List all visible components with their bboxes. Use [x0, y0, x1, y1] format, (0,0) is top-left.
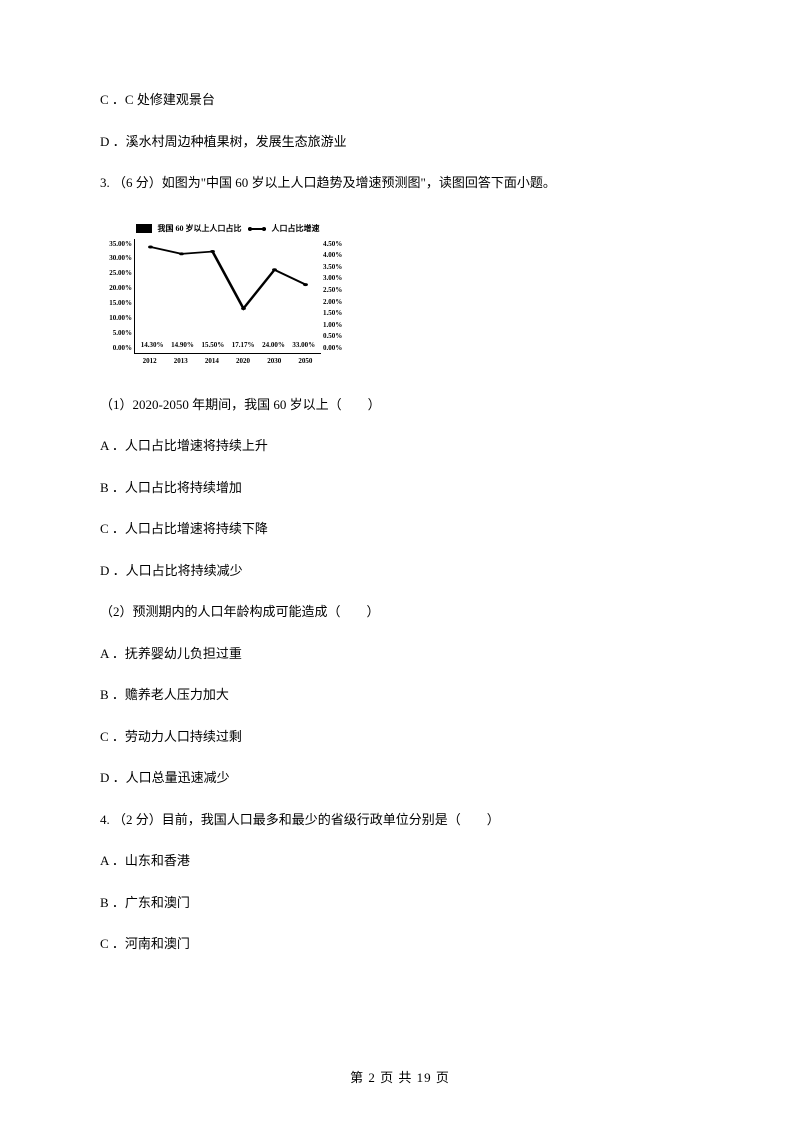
legend-line-swatch — [248, 228, 266, 230]
population-chart: 我国 60 岁以上人口占比 人口占比增速 35.00%30.00%25.00%2… — [100, 215, 355, 370]
q4-option-a: A ．山东和香港 — [100, 851, 700, 871]
option-c: C ．C 处修建观景台 — [100, 90, 700, 110]
q3-sub2: （2）预测期内的人口年龄构成可能造成（ ） — [100, 602, 700, 622]
chart-body: 35.00%30.00%25.00%20.00%15.00%10.00%5.00… — [106, 239, 349, 354]
q3-2-option-b: B ．赡养老人压力加大 — [100, 685, 700, 705]
y-axis-left: 35.00%30.00%25.00%20.00%15.00%10.00%5.00… — [106, 239, 134, 354]
legend-bar-label: 我国 60 岁以上人口占比 — [158, 223, 242, 235]
trend-line — [135, 239, 321, 353]
q3-2-option-a: A ．抚养婴幼儿负担过重 — [100, 644, 700, 664]
page-footer: 第 2 页 共 19 页 — [0, 1068, 800, 1088]
q3-2-option-d: D ．人口总量迅速减少 — [100, 768, 700, 788]
q3-1-option-c: C ．人口占比增速将持续下降 — [100, 519, 700, 539]
q4-option-c: C ．河南和澳门 — [100, 934, 700, 954]
q3-2-option-c: C ．劳动力人口持续过剩 — [100, 727, 700, 747]
q3-sub1: （1）2020‑2050 年期间，我国 60 岁以上（ ） — [100, 395, 700, 415]
chart-legend: 我国 60 岁以上人口占比 人口占比增速 — [106, 223, 349, 235]
plot-area: 14.30%14.90%15.50%17.17%24.00%33.00% — [134, 239, 321, 354]
legend-bar-swatch — [136, 224, 152, 233]
option-d: D ．溪水村周边种植果树，发展生态旅游业 — [100, 132, 700, 152]
y-axis-right: 4.50%4.00%3.50%3.00%2.50%2.00%1.50%1.00%… — [321, 239, 349, 354]
legend-line-label: 人口占比增速 — [272, 223, 320, 235]
q4-option-b: B ．广东和澳门 — [100, 893, 700, 913]
x-axis: 201220132014202020302050 — [134, 354, 321, 367]
q4-stem: 4. （2 分）目前，我国人口最多和最少的省级行政单位分别是（ ） — [100, 810, 700, 830]
q3-1-option-d: D ．人口占比将持续减少 — [100, 561, 700, 581]
q3-1-option-b: B ．人口占比将持续增加 — [100, 478, 700, 498]
q3-stem: 3. （6 分）如图为"中国 60 岁以上人口趋势及增速预测图"，读图回答下面小… — [100, 173, 700, 193]
q3-1-option-a: A ．人口占比增速将持续上升 — [100, 436, 700, 456]
